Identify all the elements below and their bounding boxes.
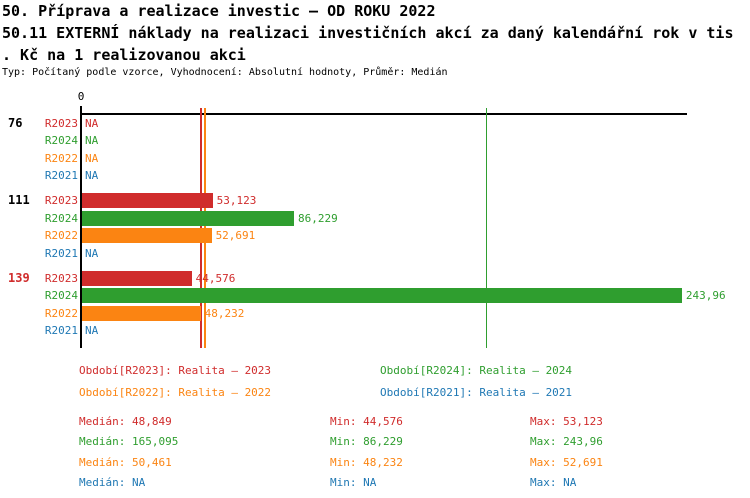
stat-min-r2024: Min: 86,229	[330, 435, 403, 449]
stat-max-r2024: Max: 243,96	[530, 435, 603, 449]
bar-r2023	[82, 270, 192, 286]
x-axis-line	[81, 113, 687, 115]
stat-max-r2023: Max: 53,123	[530, 415, 603, 428]
bar-value-label: 243,96	[685, 289, 726, 302]
bar-value-label: 52,691	[215, 229, 256, 242]
report-meta-line: Typ: Počítaný podle vzorce, Vyhodnocení:…	[2, 67, 448, 78]
x-axis-zero-label: 0	[77, 90, 85, 103]
legend-item-r2022: Období[R2022]: Realita – 2022	[79, 386, 272, 399]
bar-value-label: NA	[85, 116, 99, 130]
series-label-r2021: R2021	[44, 324, 78, 337]
legend-item-r2024: Období[R2024]: Realita – 2024	[380, 364, 573, 377]
stat-median-r2021: Medián: NA	[79, 475, 146, 489]
bar-value-label: 48,232	[204, 306, 245, 320]
stat-median-r2023: Medián: 48,849	[79, 415, 172, 428]
chart-row: 139 R2023 44,576	[0, 270, 750, 286]
stat-min-r2021: Min: NA	[330, 475, 377, 489]
stat-min-r2023: Min: 44,576	[330, 415, 403, 428]
chart-row: 111 R2023 53,123	[0, 193, 750, 208]
group-label: 139	[8, 270, 30, 285]
bar-value-label: 44,576	[195, 271, 236, 285]
chart-row: R2024 NA	[0, 133, 750, 148]
chart-row: R2022 NA	[0, 151, 750, 166]
bar-value-label: NA	[85, 246, 99, 260]
legend-item-r2023: Období[R2023]: Realita – 2023	[79, 364, 272, 377]
bar-value-label: 53,123	[216, 194, 257, 207]
series-label-r2022: R2022	[44, 306, 78, 320]
report-title-line3: . Kč na 1 realizovanou akci	[2, 46, 246, 64]
bar-r2024	[82, 210, 295, 226]
chart-row: R2024 86,229	[0, 210, 750, 226]
chart-row: R2024 243,96	[0, 288, 750, 303]
series-label-r2023: R2023	[44, 116, 78, 130]
bar-value-label: NA	[85, 134, 99, 147]
median-line-r2024	[485, 108, 488, 348]
group-label: 111	[8, 193, 30, 207]
chart-row: 76 R2023 NA	[0, 116, 750, 131]
chart-row: R2021 NA	[0, 246, 750, 261]
series-label-r2022: R2022	[44, 229, 78, 242]
series-label-r2023: R2023	[44, 271, 78, 285]
report-title-line1: 50. Příprava a realizace investic – OD R…	[2, 2, 436, 20]
series-label-r2021: R2021	[44, 169, 78, 182]
group-label: 76	[8, 115, 23, 130]
chart-row: R2022 52,691	[0, 228, 750, 243]
series-label-r2021: R2021	[44, 246, 78, 260]
legend-item-r2021: Období[R2021]: Realita – 2021	[380, 386, 573, 399]
bar-value-label: NA	[85, 151, 99, 165]
bar-r2022	[82, 305, 201, 321]
series-label-r2023: R2023	[44, 194, 78, 207]
bar-r2024	[82, 288, 682, 303]
series-label-r2022: R2022	[44, 151, 78, 165]
series-label-r2024: R2024	[44, 134, 78, 147]
stat-max-r2022: Max: 52,691	[530, 455, 603, 469]
series-label-r2024: R2024	[44, 289, 78, 302]
bar-value-label: NA	[85, 324, 99, 337]
chart-row: R2021 NA	[0, 168, 750, 183]
chart-row: R2022 48,232	[0, 305, 750, 321]
stat-median-r2024: Medián: 165,095	[79, 435, 179, 449]
report-title-line2: 50.11 EXTERNÍ náklady na realizaci inves…	[2, 24, 734, 42]
bar-value-label: NA	[85, 169, 99, 182]
stat-max-r2021: Max: NA	[530, 475, 577, 489]
y-axis-line	[79, 106, 82, 348]
stat-median-r2022: Medián: 50,461	[79, 455, 172, 469]
bar-r2023	[82, 193, 213, 208]
bar-value-label: 86,229	[298, 211, 338, 225]
series-label-r2024: R2024	[44, 211, 78, 225]
stat-min-r2022: Min: 48,232	[330, 455, 403, 469]
bar-r2022	[82, 228, 212, 243]
chart-row: R2021 NA	[0, 323, 750, 338]
